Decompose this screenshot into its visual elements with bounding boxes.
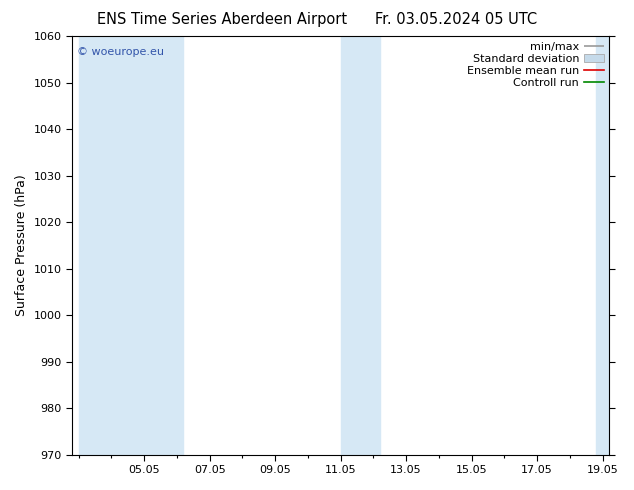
Text: ENS Time Series Aberdeen Airport: ENS Time Series Aberdeen Airport (97, 12, 347, 27)
Legend: min/max, Standard deviation, Ensemble mean run, Controll run: min/max, Standard deviation, Ensemble me… (465, 40, 605, 91)
Text: Fr. 03.05.2024 05 UTC: Fr. 03.05.2024 05 UTC (375, 12, 538, 27)
Bar (596, 36, 619, 455)
Y-axis label: Surface Pressure (hPa): Surface Pressure (hPa) (15, 174, 28, 316)
Bar (340, 36, 380, 455)
Text: © woeurope.eu: © woeurope.eu (77, 47, 164, 57)
Bar (79, 36, 183, 455)
